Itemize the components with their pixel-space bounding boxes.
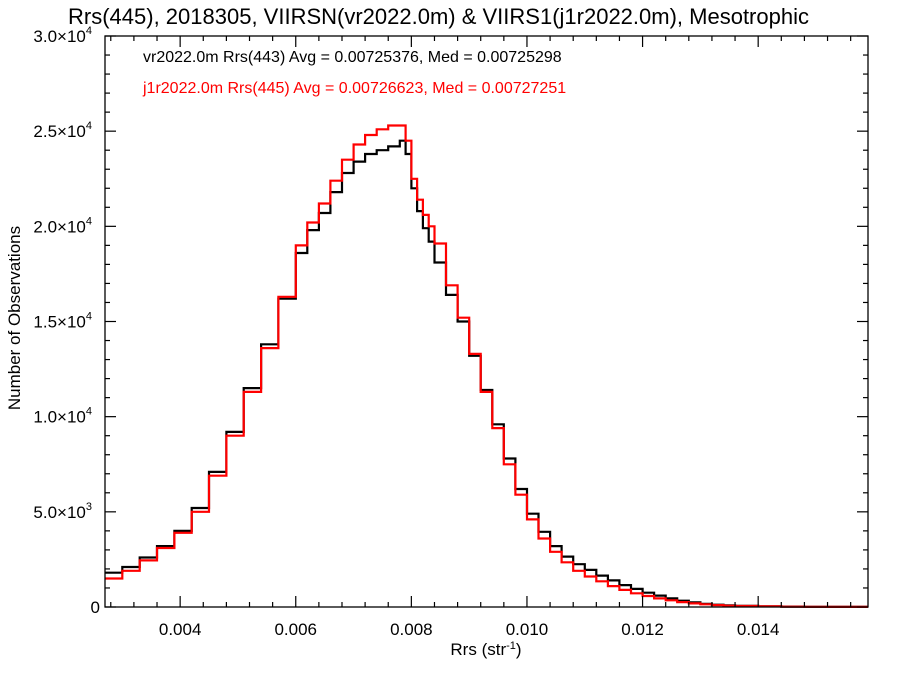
x-tick-label-2: 0.008 <box>390 620 433 639</box>
x-tick-label-3: 0.010 <box>506 620 549 639</box>
legend-entry-1: j1r2022.0m Rrs(445) Avg = 0.00726623, Me… <box>142 80 566 97</box>
series-layer <box>105 124 868 608</box>
y-tick-label-4: 2.0×104 <box>33 215 92 236</box>
chart-title: Rrs(445), 2018305, VIIRSN(vr2022.0m) & V… <box>68 4 809 29</box>
y-tick-label-1: 5.0×103 <box>33 501 92 522</box>
x-tick-label-4: 0.012 <box>621 620 664 639</box>
x-tick-label-5: 0.014 <box>737 620 780 639</box>
series-line-1 <box>105 124 868 608</box>
legend-entry-0: vr2022.0m Rrs(443) Avg = 0.00725376, Med… <box>143 49 562 66</box>
y-tick-label-0: 0 <box>91 598 100 617</box>
y-tick-label-3: 1.5×104 <box>33 311 92 332</box>
y-tick-label-2: 1.0×104 <box>33 406 92 427</box>
series-line-0 <box>105 139 868 608</box>
x-axis-label: Rrs (str-1) <box>450 640 521 659</box>
x-tick-label-1: 0.006 <box>274 620 317 639</box>
x-tick-label-0: 0.004 <box>159 620 202 639</box>
ticks-layer: 0.004 0.006 0.008 0.010 0.012 0.014 0 5.0×103 1.… <box>33 25 868 639</box>
y-tick-label-5: 2.5×104 <box>33 120 92 141</box>
y-axis-label: Number of Observations <box>5 226 24 410</box>
plot-frame <box>104 35 869 608</box>
y-tick-label-6: 3.0×104 <box>33 25 92 46</box>
